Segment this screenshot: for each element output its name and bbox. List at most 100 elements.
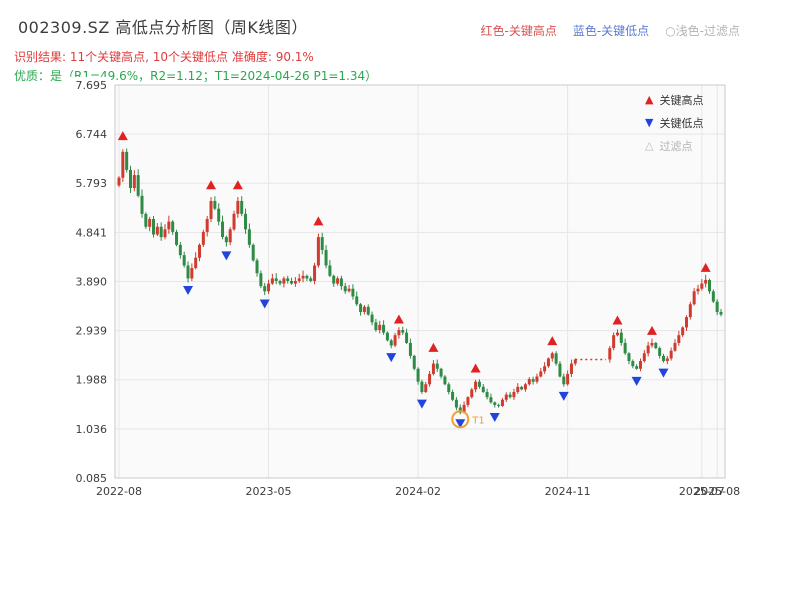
- key-low-triangle-icon: ▼: [645, 116, 654, 129]
- candle-body: [251, 244, 255, 261]
- candle-body: [707, 279, 711, 292]
- candles-layer: [117, 148, 723, 415]
- candle-body: [642, 353, 646, 362]
- candle-body: [167, 221, 171, 230]
- candle-body: [527, 379, 531, 385]
- y-tick-label: 6.744: [76, 128, 108, 141]
- candle-body: [619, 332, 623, 343]
- candle-body: [420, 381, 424, 393]
- candle-body: [247, 229, 251, 245]
- key-low-marker: [558, 391, 569, 401]
- candle-body: [554, 353, 558, 364]
- candle-body: [661, 355, 665, 362]
- candle-body: [508, 394, 512, 398]
- candle-body: [520, 386, 524, 390]
- candle-body: [159, 226, 163, 238]
- markers-layer: T1: [117, 131, 711, 429]
- x-tick-label: 2024-11: [545, 485, 591, 498]
- candle-body: [385, 332, 389, 341]
- candle-body: [305, 275, 309, 279]
- candle-body: [217, 208, 221, 222]
- candle-body: [175, 231, 179, 245]
- candle-body: [569, 363, 573, 374]
- candle-body: [500, 399, 504, 406]
- candle-body: [121, 151, 125, 178]
- candle-body: [435, 363, 439, 369]
- candle-body: [228, 229, 232, 243]
- candle-body: [171, 221, 175, 232]
- candle-body: [144, 213, 148, 227]
- candle-body: [351, 288, 355, 297]
- candle-body: [290, 280, 294, 284]
- x-tick-label: 2025-07: [679, 485, 725, 498]
- candle-body: [393, 335, 397, 346]
- candle-body: [240, 200, 244, 214]
- legend-row-key-high: ▲ 关键高点: [645, 88, 703, 111]
- candle-body: [405, 332, 409, 343]
- page-title: 002309.SZ 高低点分析图（周K线图）: [18, 18, 308, 37]
- candle-body: [489, 397, 493, 403]
- candle-body: [270, 278, 274, 284]
- key-high-triangle-icon: ▲: [645, 93, 654, 106]
- candle-body: [631, 361, 635, 367]
- candle-body: [148, 219, 152, 227]
- legend-label: 过滤点: [659, 139, 693, 153]
- candle-body: [558, 363, 562, 377]
- candle-body: [182, 255, 186, 266]
- candle-body: [612, 335, 616, 349]
- candle-body: [428, 373, 432, 385]
- candle-body: [155, 226, 159, 235]
- candle-body: [458, 407, 462, 413]
- candle-body: [244, 213, 248, 230]
- candle-body: [320, 237, 324, 250]
- candle-body: [259, 273, 263, 287]
- legend-filtered-text: ○浅色-过滤点: [665, 24, 740, 38]
- candle-body: [224, 237, 228, 243]
- candle-body: [447, 384, 451, 393]
- y-tick-label: 5.793: [76, 177, 108, 190]
- key-high-marker: [393, 314, 404, 324]
- candle-body: [535, 376, 539, 382]
- candle-body: [635, 366, 639, 369]
- t1-circle-annotation: [451, 410, 470, 429]
- candle-body: [324, 249, 328, 266]
- candle-body: [704, 279, 708, 284]
- key-high-marker: [232, 180, 243, 190]
- key-high-marker: [646, 325, 657, 335]
- y-tick-label: 2.939: [76, 325, 108, 338]
- candle-body: [531, 379, 535, 382]
- candle-body: [504, 394, 508, 400]
- candle-body: [424, 384, 428, 393]
- candle-body: [332, 275, 336, 284]
- y-tick-label: 7.695: [76, 79, 108, 92]
- candle-body: [389, 340, 393, 346]
- candle-body: [477, 381, 481, 387]
- candle-body: [684, 317, 688, 328]
- candle-body: [497, 404, 501, 406]
- candle-body: [466, 397, 470, 405]
- candle-body: [654, 342, 658, 349]
- key-low-marker: [416, 399, 427, 409]
- candle-body: [408, 342, 412, 356]
- candle-body: [236, 200, 240, 214]
- candle-body: [397, 330, 401, 336]
- candle-body: [178, 244, 182, 256]
- key-high-marker: [470, 363, 481, 373]
- y-tick-label: 3.890: [76, 276, 108, 289]
- candle-body: [658, 348, 662, 356]
- candle-body: [673, 342, 677, 351]
- candle-body: [665, 358, 669, 362]
- candle-body: [263, 286, 267, 292]
- candle-body: [516, 386, 520, 393]
- candle-body: [481, 386, 485, 393]
- candle-body: [669, 350, 673, 359]
- candle-body: [562, 376, 566, 385]
- candle-body: [566, 373, 570, 385]
- candle-body: [470, 389, 474, 398]
- candle-body: [646, 345, 650, 354]
- candle-body: [221, 221, 225, 238]
- candle-body: [278, 280, 282, 284]
- y-tick-label: 0.085: [76, 472, 108, 485]
- candle-body: [711, 291, 715, 302]
- x-tick-label: 2022-08: [96, 485, 142, 498]
